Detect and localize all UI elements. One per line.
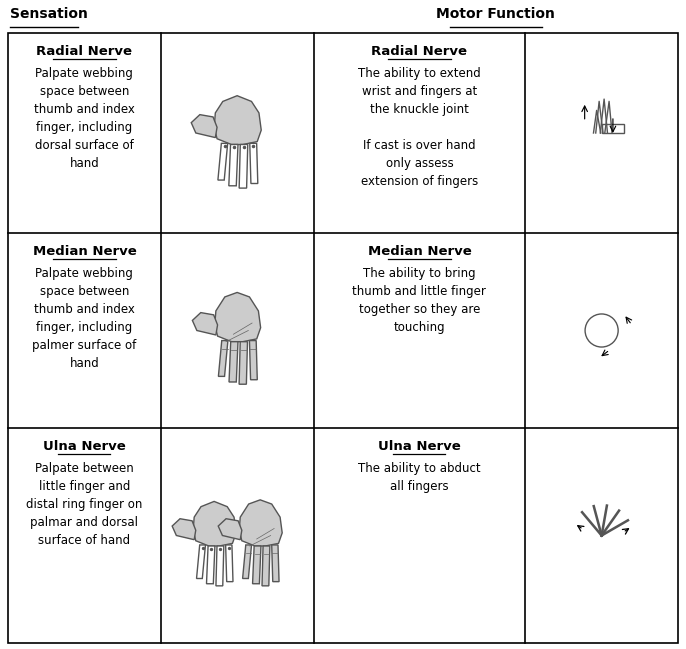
Polygon shape: [252, 546, 261, 583]
Text: The ability to extend
wrist and fingers at
the knuckle joint

If cast is over ha: The ability to extend wrist and fingers …: [358, 67, 481, 188]
Text: Ulna Nerve: Ulna Nerve: [43, 440, 126, 453]
Polygon shape: [215, 293, 261, 341]
Text: Palpate between
little finger and
distal ring finger on
palmar and dorsal
surfac: Palpate between little finger and distal…: [26, 462, 143, 547]
Text: The ability to bring
thumb and little finger
together so they are
touching: The ability to bring thumb and little fi…: [353, 267, 486, 334]
Text: Palpate webbing
space between
thumb and index
finger, including
dorsal surface o: Palpate webbing space between thumb and …: [34, 67, 135, 170]
Polygon shape: [262, 546, 270, 586]
Polygon shape: [216, 546, 224, 586]
Polygon shape: [239, 341, 248, 384]
Polygon shape: [229, 145, 238, 186]
Text: Median Nerve: Median Nerve: [32, 245, 137, 258]
Polygon shape: [218, 341, 228, 376]
Polygon shape: [272, 545, 279, 582]
Polygon shape: [197, 545, 205, 578]
Polygon shape: [193, 502, 236, 546]
Polygon shape: [226, 545, 233, 582]
Text: The ability to abduct
all fingers: The ability to abduct all fingers: [358, 462, 481, 493]
Polygon shape: [229, 341, 238, 382]
Text: Radial Nerve: Radial Nerve: [371, 45, 467, 58]
Polygon shape: [206, 546, 215, 583]
Text: Motor Function: Motor Function: [436, 7, 555, 21]
Polygon shape: [250, 341, 257, 380]
Polygon shape: [218, 143, 228, 180]
Text: Sensation: Sensation: [10, 7, 88, 21]
Polygon shape: [239, 145, 248, 188]
Polygon shape: [172, 519, 196, 540]
Polygon shape: [239, 500, 282, 546]
Text: Radial Nerve: Radial Nerve: [36, 45, 132, 58]
Polygon shape: [192, 313, 217, 335]
Polygon shape: [602, 124, 624, 133]
Polygon shape: [191, 115, 217, 138]
Polygon shape: [214, 95, 261, 145]
Circle shape: [585, 314, 618, 347]
Polygon shape: [250, 143, 258, 184]
Text: Palpate webbing
space between
thumb and index
finger, including
palmer surface o: Palpate webbing space between thumb and …: [32, 267, 137, 370]
Polygon shape: [218, 519, 242, 540]
Text: Median Nerve: Median Nerve: [368, 245, 471, 258]
Text: Ulna Nerve: Ulna Nerve: [378, 440, 461, 453]
Polygon shape: [243, 545, 252, 578]
